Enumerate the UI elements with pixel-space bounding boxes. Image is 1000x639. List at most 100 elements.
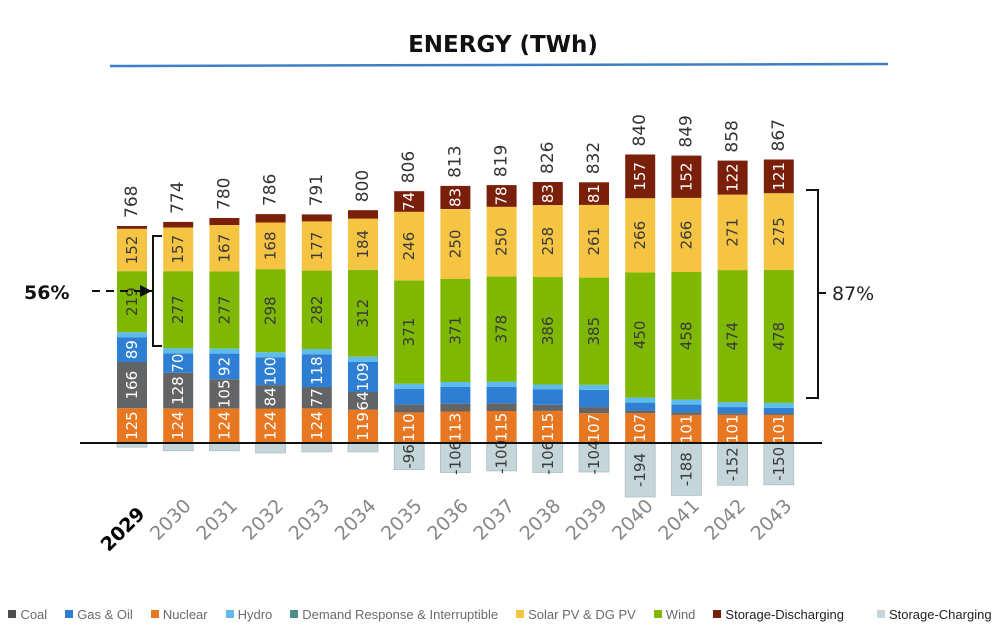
legend-label: Nuclear (162, 606, 208, 622)
segment-label: 450 (631, 321, 649, 350)
legend-label: Gas & Oil (77, 606, 133, 622)
x-tick-2037: 2037 (469, 495, 519, 545)
segment-hydro-2035 (394, 383, 425, 389)
legend-label: Wind (665, 606, 696, 622)
segment-solar-pv-dg-pv-2043 (763, 193, 794, 270)
segment-coal-2036 (440, 403, 471, 412)
segment-nuclear-2043 (763, 414, 794, 443)
segment-storage-charging-2032 (255, 442, 286, 454)
segment-label: 105 (215, 379, 233, 408)
segment-label: 78 (493, 186, 511, 205)
segment-coal-2033 (301, 387, 332, 409)
segment-wind-2031 (209, 271, 240, 349)
legend-swatch-icon (150, 610, 159, 618)
segment-label: 109 (354, 363, 372, 392)
bar-2039: 107 385 261 81 -104 (578, 182, 610, 475)
segment-label: 157 (169, 235, 187, 264)
segment-label: 101 (770, 415, 788, 444)
segment-label: 261 (585, 227, 603, 256)
segment-solar-pv-dg-pv-2041 (671, 197, 702, 272)
segment-gas-oil-2033 (301, 354, 332, 388)
segment-wind-2040 (625, 272, 656, 398)
segment-wind-2038 (532, 277, 563, 385)
bar-2037: 115 378 250 78 -100 (486, 185, 517, 474)
segment-gas-oil-2036 (440, 387, 471, 404)
bracket-left (147, 235, 162, 347)
bracket-right (806, 189, 826, 399)
segment-gas-oil-2041 (671, 404, 702, 413)
legend-swatch-icon (8, 610, 17, 618)
segment-storage-discharging-2041 (671, 155, 702, 198)
segment-gas-oil-2037 (486, 386, 517, 404)
segment-solar-pv-dg-pv-2039 (579, 204, 609, 278)
segment-label: -152 (724, 447, 742, 481)
segment-label: 152 (677, 162, 695, 191)
segment-label: 121 (770, 162, 788, 191)
legend-swatch-icon (713, 610, 722, 618)
legend-item-wind: Wind (653, 606, 696, 622)
segment-coal-2042 (717, 413, 748, 415)
segment-solar-pv-dg-pv-2031 (209, 224, 240, 272)
segment-storage-discharging-2043 (763, 159, 794, 194)
segment-label: -104 (585, 440, 603, 474)
segment-label: -106 (539, 441, 557, 475)
segment-storage-charging-2039 (578, 442, 610, 473)
segment-solar-pv-dg-pv-2032 (255, 222, 286, 270)
segment-label: 64 (354, 391, 372, 410)
segment-wind-2029 (117, 271, 147, 333)
segment-solar-pv-dg-pv-2030 (163, 227, 194, 272)
x-tick-2042: 2042 (700, 495, 750, 545)
segment-label: 70 (169, 354, 187, 373)
segment-gas-oil-2039 (579, 389, 609, 408)
segment-hydro-2036 (440, 382, 471, 387)
segment-label: 113 (446, 413, 464, 442)
segment-nuclear-2037 (486, 411, 517, 443)
legend-label: Storage-Discharging (725, 606, 844, 622)
segment-label: 83 (446, 188, 464, 207)
bar-2043: 101 478 275 121 -150 (763, 159, 795, 486)
segment-label: 371 (400, 318, 418, 347)
segment-storage-discharging-2040 (625, 154, 656, 199)
segment-wind-2039 (579, 277, 609, 385)
legend-item-hydro: Hydro (225, 607, 272, 622)
segment-label: 128 (169, 376, 187, 405)
segment-label: -96 (400, 444, 418, 469)
segment-label: 101 (677, 415, 695, 444)
x-tick-2041: 2041 (654, 495, 704, 545)
segment-storage-charging-2040 (624, 442, 656, 498)
segment-coal-2035 (394, 404, 425, 413)
segment-gas-oil-2031 (209, 353, 240, 380)
segment-nuclear-2029 (117, 408, 147, 443)
total-label-2035: 806 (399, 151, 419, 183)
segment-storage-charging-2041 (671, 442, 702, 496)
segment-solar-pv-dg-pv-2042 (717, 194, 748, 271)
total-label-2037: 819 (492, 145, 512, 177)
segment-label: -194 (631, 453, 649, 487)
annotation-56-label: 56% (24, 282, 69, 304)
segment-storage-discharging-2038 (532, 182, 563, 206)
legend-item-coal: Coal (8, 607, 47, 622)
segment-hydro-2041 (671, 399, 702, 405)
segment-label: -150 (770, 447, 788, 481)
segment-wind-2032 (255, 269, 286, 353)
segment-storage-charging-2034 (347, 442, 379, 453)
segment-wind-2043 (763, 269, 794, 403)
legend: Coal Gas & Oil Nuclear Hydro Demand Response… (0, 603, 1000, 625)
total-label-2031: 780 (214, 178, 234, 210)
segment-storage-discharging-2031 (209, 218, 240, 225)
segment-gas-oil-2030 (163, 353, 194, 373)
x-tick-2036: 2036 (423, 495, 473, 545)
segment-label: 478 (770, 322, 788, 351)
segment-label: 184 (354, 230, 372, 259)
segment-hydro-2030 (163, 348, 194, 354)
segment-label: 124 (308, 411, 326, 440)
bar-2035: 110 371 246 74 -96 (393, 191, 425, 471)
segment-storage-discharging-2029 (117, 226, 147, 229)
segment-coal-2039 (579, 407, 609, 414)
totals-group: 768 774 780 786 791 800 806 813 819 826 832 840 849 8… (122, 114, 789, 218)
segment-label: 385 (585, 317, 603, 346)
segment-storage-charging-2036 (440, 442, 471, 473)
segment-label: 266 (631, 221, 649, 250)
segment-label: 258 (539, 227, 557, 256)
legend-label: Solar PV & DG PV (528, 606, 636, 622)
